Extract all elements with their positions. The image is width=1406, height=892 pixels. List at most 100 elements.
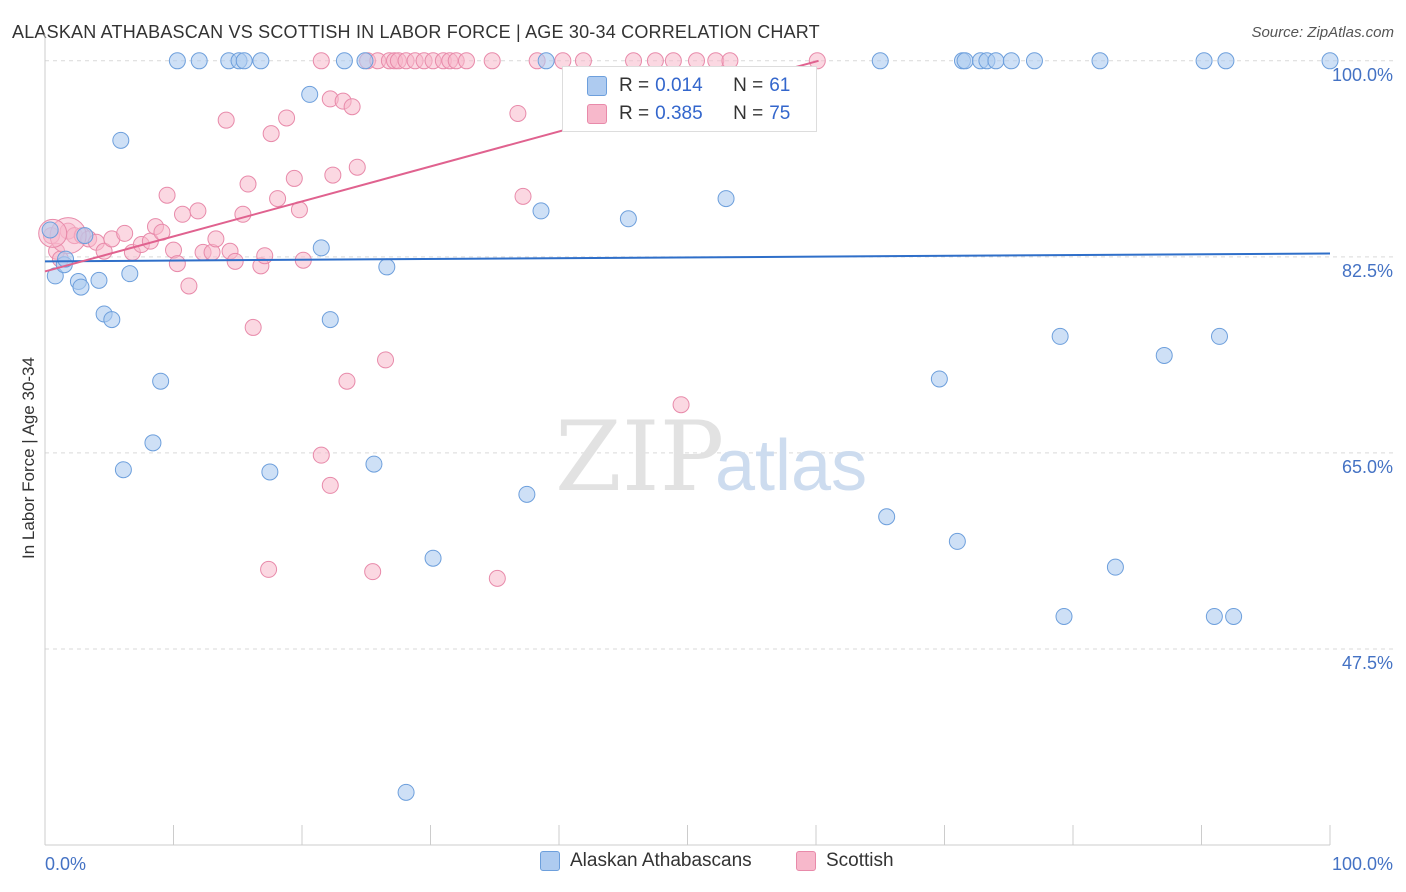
athabascan-point bbox=[1091, 52, 1109, 70]
athabascan-point bbox=[619, 210, 637, 228]
scottish-point bbox=[312, 52, 330, 70]
athabascan-point bbox=[365, 455, 383, 473]
y-tick-label: 82.5% bbox=[1342, 261, 1393, 281]
athabascan-points bbox=[41, 52, 1339, 801]
stats-legend-row-athabascan: R = 0.014 N = 61 bbox=[563, 71, 790, 101]
r-value: 0.014 bbox=[655, 75, 703, 96]
athabascan-point bbox=[321, 311, 339, 329]
athabascan-point bbox=[1210, 327, 1228, 345]
stats-legend: R = 0.014 N = 61 R = 0.385 N = 75 bbox=[562, 66, 817, 132]
series-legend: Alaskan Athabascans Scottish bbox=[0, 850, 1406, 880]
scottish-point bbox=[488, 569, 506, 587]
athabascan-point bbox=[144, 434, 162, 452]
watermark-zip: ZIP bbox=[555, 401, 724, 513]
n-value: 61 bbox=[769, 75, 791, 96]
y-tick-label: 100.0% bbox=[1332, 65, 1393, 85]
athabascan-point bbox=[948, 532, 966, 550]
pink-swatch-icon bbox=[796, 851, 816, 871]
blue-swatch-icon bbox=[540, 851, 560, 871]
athabascan-point bbox=[1205, 607, 1223, 625]
athabascan-point bbox=[1321, 52, 1339, 70]
athabascan-trend-line bbox=[44, 252, 1331, 263]
grid-lines bbox=[45, 60, 1395, 650]
legend-label: Scottish bbox=[826, 850, 894, 871]
legend-item-scottish[interactable]: Scottish bbox=[796, 850, 894, 872]
athabascan-point bbox=[1195, 52, 1213, 70]
athabascan-point bbox=[1155, 346, 1173, 364]
athabascan-point bbox=[72, 278, 90, 296]
scottish-point bbox=[173, 205, 191, 223]
scottish-points bbox=[38, 52, 826, 587]
athabascan-point bbox=[168, 52, 186, 70]
scottish-point bbox=[256, 247, 274, 265]
athabascan-point bbox=[190, 52, 208, 70]
athabascan-point bbox=[1002, 52, 1020, 70]
athabascan-point bbox=[235, 52, 253, 70]
scottish-point bbox=[348, 158, 366, 176]
athabascan-point bbox=[424, 549, 442, 567]
athabascan-point bbox=[41, 221, 59, 239]
athabascan-point bbox=[76, 227, 94, 245]
scottish-point bbox=[189, 202, 207, 220]
athabascan-point bbox=[356, 52, 374, 70]
tick-labels: 47.5% 65.0% 82.5% 100.0% 0.0% 100.0% bbox=[45, 65, 1393, 874]
x-tick-label: 100.0% bbox=[1332, 854, 1393, 874]
athabascan-point bbox=[987, 52, 1005, 70]
athabascan-point bbox=[930, 370, 948, 388]
scottish-point bbox=[180, 277, 198, 295]
r-value: 0.385 bbox=[655, 103, 703, 124]
athabascan-point bbox=[1055, 607, 1073, 625]
scottish-point bbox=[457, 52, 475, 70]
scottish-point bbox=[239, 175, 257, 193]
scottish-point bbox=[672, 396, 690, 414]
n-label: N = bbox=[733, 103, 764, 124]
athabascan-point bbox=[537, 52, 555, 70]
athabascan-point bbox=[301, 85, 319, 103]
scottish-point bbox=[338, 372, 356, 390]
athabascan-point bbox=[90, 271, 108, 289]
pink-swatch-icon bbox=[587, 104, 607, 124]
r-label: R = bbox=[619, 75, 650, 96]
athabascan-point bbox=[956, 52, 974, 70]
axes bbox=[44, 34, 1331, 846]
scottish-point bbox=[377, 351, 395, 369]
athabascan-point bbox=[335, 52, 353, 70]
stats-legend-row-scottish: R = 0.385 N = 75 bbox=[563, 99, 790, 129]
x-tick-label: 0.0% bbox=[45, 854, 86, 874]
watermark-atlas: atlas bbox=[715, 426, 867, 506]
athabascan-point bbox=[114, 461, 132, 479]
scottish-point bbox=[312, 446, 330, 464]
legend-item-athabascans[interactable]: Alaskan Athabascans bbox=[540, 850, 752, 872]
athabascan-point bbox=[121, 265, 139, 283]
athabascan-point bbox=[112, 131, 130, 149]
chart-source: Source: ZipAtlas.com bbox=[1251, 24, 1394, 41]
scottish-point bbox=[364, 563, 382, 581]
athabascan-point bbox=[1217, 52, 1235, 70]
y-axis-title: In Labor Force | Age 30-34 bbox=[19, 357, 38, 559]
n-label: N = bbox=[733, 75, 764, 96]
athabascan-point bbox=[878, 508, 896, 526]
scottish-point bbox=[226, 252, 244, 270]
athabascan-point bbox=[1051, 327, 1069, 345]
athabascan-point bbox=[252, 52, 270, 70]
athabascan-point bbox=[1225, 607, 1243, 625]
scottish-point bbox=[509, 104, 527, 122]
scottish-point bbox=[207, 230, 225, 248]
athabascan-point bbox=[103, 311, 121, 329]
scottish-point bbox=[158, 186, 176, 204]
athabascan-point bbox=[1106, 558, 1124, 576]
scottish-point bbox=[321, 476, 339, 494]
athabascan-point bbox=[397, 783, 415, 801]
y-tick-label: 65.0% bbox=[1342, 457, 1393, 477]
athabascan-point bbox=[717, 190, 735, 208]
athabascan-point bbox=[532, 202, 550, 220]
scottish-point bbox=[217, 111, 235, 129]
scottish-point bbox=[514, 187, 532, 205]
athabascan-point bbox=[312, 239, 330, 257]
athabascan-point bbox=[871, 52, 889, 70]
athabascan-point bbox=[261, 463, 279, 481]
scottish-point bbox=[244, 318, 262, 336]
scottish-point bbox=[278, 109, 296, 127]
scottish-point bbox=[168, 255, 186, 273]
